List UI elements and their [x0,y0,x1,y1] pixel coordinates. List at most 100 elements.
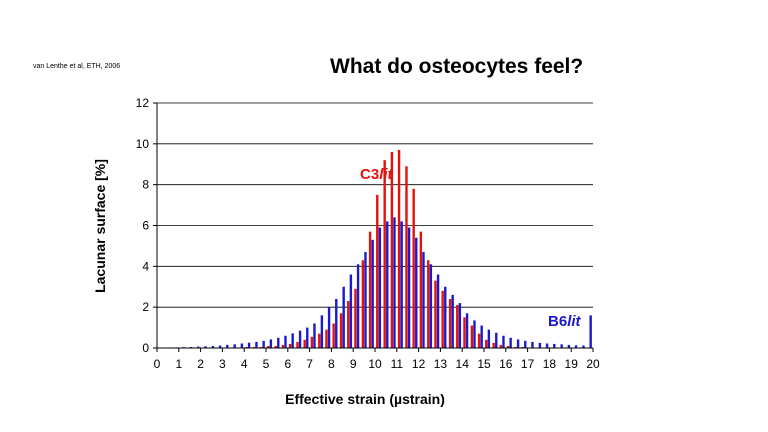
bar-c3-12 [245,346,248,348]
x-tick-label-7: 7 [306,357,313,371]
bar-b6-36 [422,252,425,348]
bar-b6-10 [233,344,236,348]
y-tick-label-5: 10 [136,137,150,151]
bar-b6-18 [291,333,294,348]
y-tick-label-1: 2 [142,300,149,314]
x-tick-label-4: 4 [241,357,248,371]
x-tick-label-0: 0 [154,357,161,371]
bar-c3-29 [368,231,372,348]
series-label-c3-suffix: lit [379,166,393,183]
bar-c3-15 [267,345,270,348]
bar-b6-52 [538,342,542,348]
bar-b6-7 [211,345,215,348]
bar-b6-8 [218,345,222,348]
bar-b6-44 [480,325,483,348]
x-tick-label-5: 5 [263,357,270,371]
series-label-b6: B6lit [548,313,582,330]
bar-b6-9 [226,344,229,348]
y-tick-label-4: 8 [142,178,149,192]
bar-b6-12 [247,342,251,348]
bar-b6-38 [436,274,440,348]
bar-c3-19 [296,341,299,348]
bar-c3-14 [259,346,263,348]
bar-b6-37 [429,264,433,348]
bar-c3-37 [427,260,430,348]
bar-b6-56 [567,344,571,348]
bar-b6-46 [495,332,498,348]
bar-b6-29 [371,239,374,348]
bar-b6-21 [313,323,316,348]
bar-c3-44 [477,333,481,348]
x-tick-label-16: 16 [499,357,513,371]
bar-c3-50 [521,346,524,348]
bar-b6-59 [589,315,592,348]
x-tick-label-18: 18 [543,357,557,371]
bars [160,149,592,348]
bar-b6-35 [415,237,418,348]
bar-b6-28 [364,252,367,348]
bar-b6-41 [458,303,462,348]
x-tick-label-2: 2 [197,357,204,371]
bar-b6-40 [451,294,454,348]
x-tick-label-17: 17 [521,357,535,371]
bar-c3-46 [492,342,495,348]
bar-c3-13 [252,346,256,348]
bar-b6-39 [444,286,447,348]
bar-b6-23 [327,307,331,348]
bar-c3-45 [485,339,488,348]
x-tick-label-15: 15 [477,357,491,371]
y-tick-label-2: 4 [142,259,149,273]
bar-c3-47 [499,344,503,348]
bar-b6-34 [407,227,411,348]
bar-b6-48 [509,337,512,348]
x-tick-label-6: 6 [284,357,291,371]
bar-b6-13 [255,341,258,348]
bar-c3-38 [434,280,437,348]
slide-title: What do osteocytes feel? [330,55,584,78]
bar-b6-33 [400,221,403,348]
y-tick-label-0: 0 [142,341,149,355]
y-axis-label: Lacunar surface [%] [92,159,108,293]
x-axis-label: Effective strain (µstrain) [285,391,445,407]
bar-b6-25 [342,286,345,348]
x-tick-label-1: 1 [175,357,182,371]
bar-c3-42 [463,317,466,348]
bar-c3-17 [281,344,285,348]
bar-b6-11 [240,343,244,348]
bar-b6-22 [320,315,324,348]
bar-b6-20 [306,327,309,348]
bar-c3-22 [318,333,321,348]
bar-b6-47 [502,335,505,348]
bar-b6-16 [277,337,280,348]
bar-c3-26 [347,301,350,348]
bar-c3-39 [441,290,444,348]
bar-c3-41 [456,305,459,348]
bar-b6-27 [356,264,360,348]
citation: van Lenthe et al, ETH, 2006 [33,63,121,70]
series-label-c3-name: C3 [360,166,379,183]
bar-c3-20 [303,339,306,348]
y-tick-label-6: 12 [136,96,150,110]
bar-b6-15 [269,339,273,348]
y-tick-label-3: 6 [142,219,149,233]
bar-b6-54 [553,343,556,348]
bar-c3-34 [405,166,408,348]
bar-b6-19 [298,330,302,348]
series-label-b6-suffix: lit [567,313,581,330]
bar-c3-16 [274,345,277,348]
bar-b6-32 [393,217,396,348]
bar-c3-40 [448,299,452,348]
bar-c3-24 [332,323,335,348]
bar-b6-58 [582,345,585,348]
bar-c3-23 [325,329,328,348]
bar-b6-51 [531,341,534,348]
bar-b6-42 [465,313,469,348]
bar-b6-24 [335,299,338,348]
bar-b6-50 [524,340,527,348]
bar-b6-53 [545,343,549,348]
x-tick-label-11: 11 [391,357,404,371]
bar-c3-27 [354,288,357,348]
x-tick-label-9: 9 [350,357,357,371]
bar-b6-45 [487,329,491,348]
y-tick-labels: 0 2 4 6 8 10 12 [136,96,150,355]
